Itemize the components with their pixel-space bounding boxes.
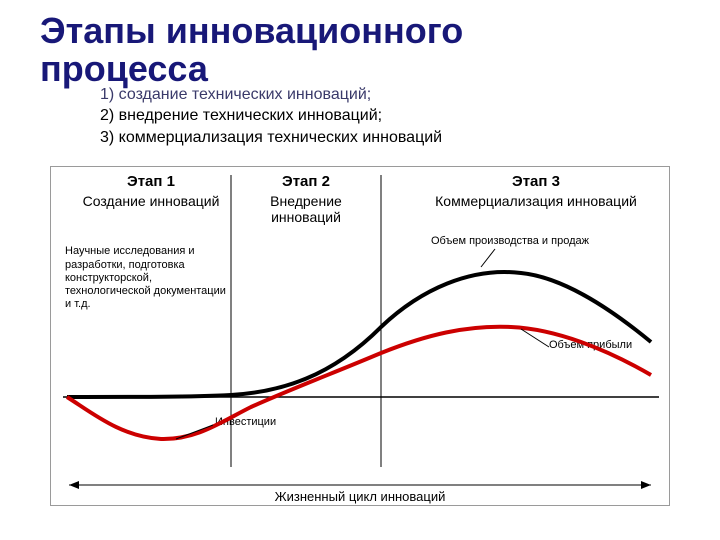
bullet-1: 1) создание технических инноваций; xyxy=(100,84,680,106)
leader-sales xyxy=(481,249,495,267)
diagram-svg xyxy=(51,167,671,507)
leader-invest xyxy=(176,425,213,439)
lifecycle-diagram: Этап 1 Создание инноваций Этап 2 Внедрен… xyxy=(50,166,670,506)
slide: Этапы инновационного процесса 1) создани… xyxy=(0,0,720,540)
title-line-1: Этапы инновационного xyxy=(40,10,463,51)
arrowhead-right-icon xyxy=(641,481,651,489)
bullet-list: 1) создание технических инноваций; 2) вн… xyxy=(100,84,680,149)
title-line-2: процесса xyxy=(40,48,208,89)
arrowhead-left-icon xyxy=(69,481,79,489)
bullet-2: 2) внедрение технических инноваций; xyxy=(100,105,680,127)
slide-title: Этапы инновационного процесса xyxy=(40,12,680,88)
bullet-3: 3) коммерциализация технических инноваци… xyxy=(100,127,680,149)
curve-profit xyxy=(67,327,651,439)
